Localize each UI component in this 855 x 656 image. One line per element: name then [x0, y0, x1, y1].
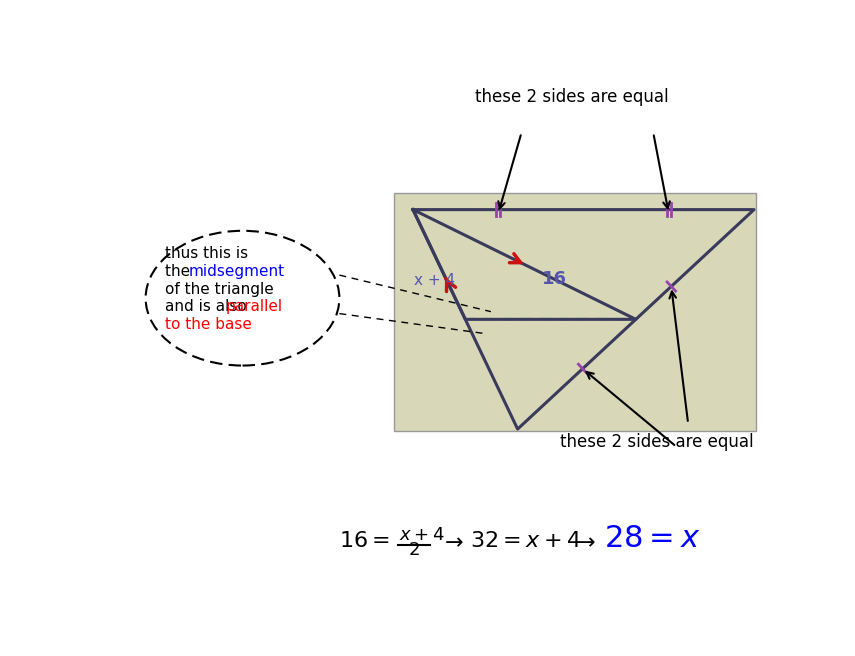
- Text: to the base: to the base: [165, 317, 252, 332]
- Text: $x+4$: $x+4$: [399, 526, 445, 544]
- Bar: [393, 193, 757, 432]
- Text: $\rightarrow$: $\rightarrow$: [440, 531, 464, 551]
- Text: x + 4: x + 4: [415, 274, 456, 289]
- Text: the: the: [165, 264, 195, 279]
- Text: these 2 sides are equal: these 2 sides are equal: [560, 433, 754, 451]
- Text: 16: 16: [542, 270, 567, 288]
- Text: midsegment: midsegment: [188, 264, 285, 279]
- Text: $2$: $2$: [408, 541, 420, 560]
- Text: and is also: and is also: [165, 299, 251, 314]
- Text: $32=x+4$: $32=x+4$: [469, 531, 581, 551]
- Text: these 2 sides are equal: these 2 sides are equal: [475, 88, 669, 106]
- Text: $16=$: $16=$: [339, 531, 390, 551]
- Text: parallel: parallel: [226, 299, 282, 314]
- Text: $\rightarrow$: $\rightarrow$: [572, 531, 596, 551]
- Text: $28=x$: $28=x$: [604, 524, 701, 553]
- Ellipse shape: [145, 231, 339, 365]
- Text: of the triangle: of the triangle: [165, 281, 274, 297]
- Text: thus this is: thus this is: [165, 246, 248, 261]
